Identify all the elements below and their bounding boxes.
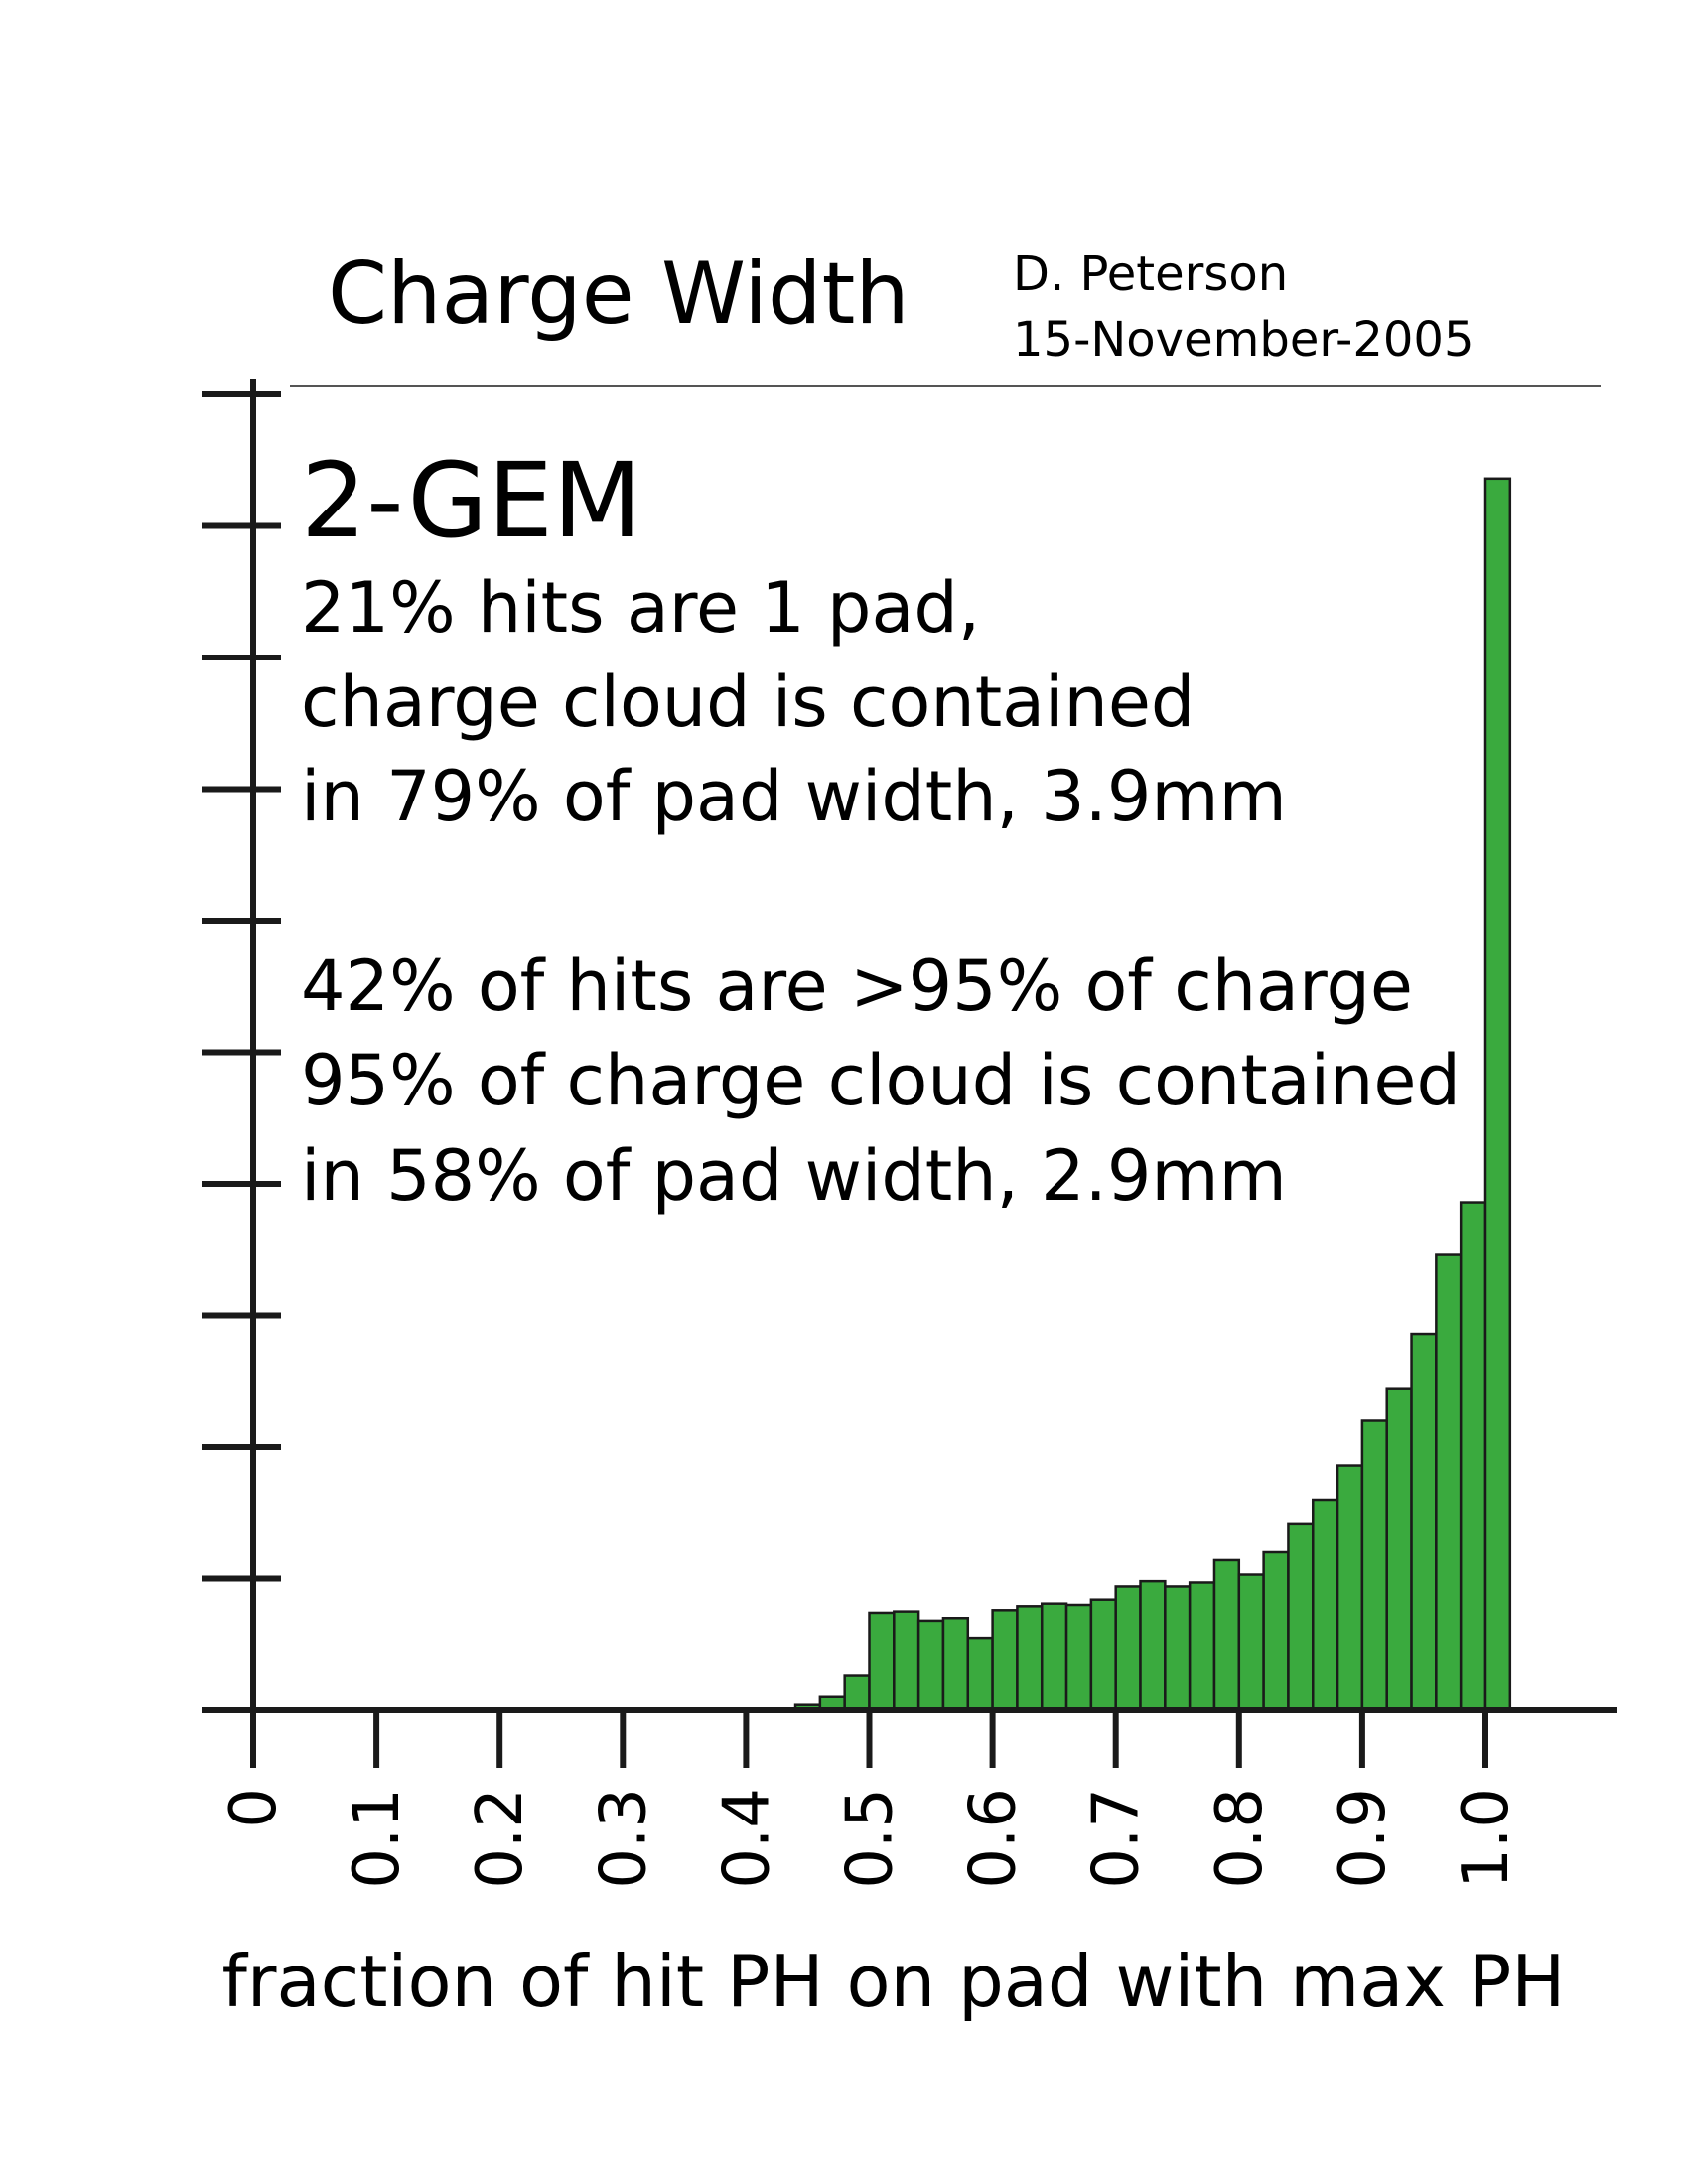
histogram-bar [941, 1617, 970, 1712]
histogram-bar [1114, 1585, 1142, 1712]
x-tick-label: 1.0 [1450, 1788, 1523, 1889]
histogram-bar [1016, 1605, 1044, 1712]
x-tick-label: 0.5 [834, 1788, 908, 1889]
histogram-bar [916, 1619, 945, 1712]
x-tick-label: 0 [217, 1788, 291, 1828]
x-tick-label: 0.3 [587, 1788, 660, 1889]
x-tick-label: 0.9 [1327, 1788, 1400, 1889]
axes-group: 0 0.1 0.2 0.3 0.4 0.5 0.6 0.7 0.8 0.9 1.0 [202, 379, 1617, 1889]
histogram-bar [966, 1636, 994, 1712]
histogram-bar [1262, 1550, 1290, 1712]
histogram-bar [1237, 1573, 1265, 1712]
annotation-line: 42% of hits are >95% of charge [301, 946, 1413, 1027]
histogram-bar [868, 1611, 896, 1712]
histogram-bar [1287, 1522, 1315, 1712]
histogram-bar [1089, 1598, 1117, 1712]
x-tick-label: 0.1 [341, 1788, 414, 1889]
histogram-bar [893, 1610, 920, 1712]
histogram-bar [1040, 1602, 1068, 1712]
histogram-bar [991, 1609, 1019, 1712]
histogram-bar [1139, 1579, 1167, 1712]
histogram-bar [1312, 1498, 1339, 1712]
x-tick-label: 0.6 [957, 1788, 1031, 1889]
x-tick-label: 0.2 [464, 1788, 537, 1889]
histogram-bar [1188, 1581, 1216, 1712]
histogram-bar [1164, 1585, 1192, 1712]
histogram-bar [1385, 1387, 1413, 1712]
histogram-bar [1459, 1201, 1487, 1712]
x-tick-label: 0.4 [710, 1788, 783, 1889]
histogram-bar [1212, 1558, 1241, 1712]
annotation-heading: 2-GEM [301, 440, 642, 561]
x-tick-label: 0.7 [1080, 1788, 1154, 1889]
author-date: 15-November-2005 [1013, 312, 1475, 367]
annotation-line: 21% hits are 1 pad, [301, 567, 980, 649]
histogram-bar [1336, 1464, 1364, 1712]
author-name: D. Peterson [1013, 246, 1288, 302]
chart-title: Charge Width [328, 244, 910, 344]
x-tick-label: 0.8 [1203, 1788, 1277, 1889]
histogram-bar [843, 1674, 871, 1712]
histogram-bar [1435, 1253, 1463, 1712]
x-axis-label: fraction of hit PH on pad with max PH [222, 1940, 1566, 2023]
annotation-line: in 58% of pad width, 2.9mm [301, 1135, 1287, 1217]
annotation-line: in 79% of pad width, 3.9mm [301, 756, 1287, 837]
histogram-bar [1410, 1332, 1438, 1712]
histogram-bar [1064, 1603, 1093, 1712]
histogram-bar [1483, 477, 1512, 1712]
annotation-line: charge cloud is contained [301, 661, 1195, 743]
histogram-bar [1360, 1419, 1388, 1712]
annotation-line: 95% of charge cloud is contained [301, 1040, 1461, 1121]
